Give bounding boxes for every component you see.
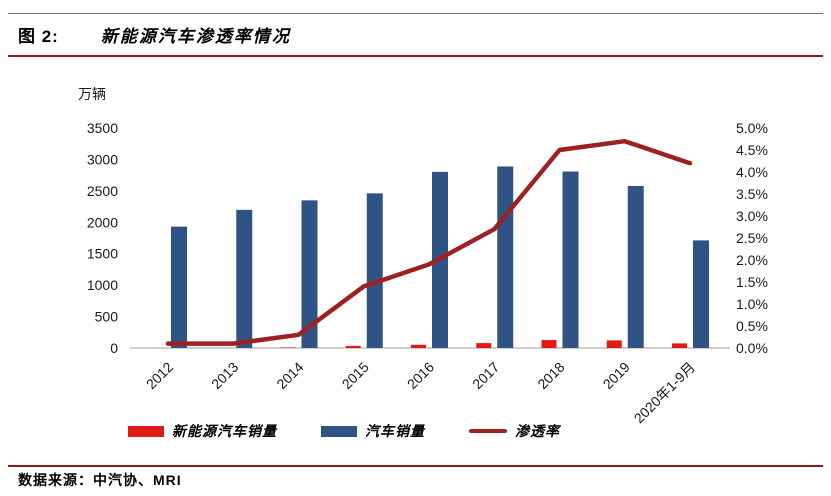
x-axis-tick: 2016 [404,359,437,392]
bar [693,240,709,348]
y-left-tick: 3000 [87,151,118,167]
y-right-tick: 2.0% [736,252,768,268]
y-right-tick: 5.0% [736,120,768,136]
y-right-tick: 4.5% [736,142,768,158]
x-axis-tick: 2018 [534,359,567,392]
legend-item-nev-sales: 新能源汽车销量 [128,421,277,441]
x-axis-tick: 2014 [273,359,306,392]
legend-label: 汽车销量 [365,425,425,440]
y-right-tick: 1.5% [736,274,768,290]
x-axis-tick: 2015 [339,359,372,392]
y-axis-unit-label: 万辆 [78,86,106,102]
footer-rule [8,465,823,467]
nev-sales-bars [280,340,687,348]
x-axis-tick: 2019 [600,359,633,392]
bar [345,345,361,348]
y-left-tick: 1000 [87,277,118,293]
auto-sales-bars [171,166,709,348]
bar [672,343,687,348]
bar [541,340,557,348]
x-axis-tick: 2017 [469,359,502,392]
bar [411,344,426,348]
legend-label: 新能源汽车销量 [172,425,277,440]
bar [606,340,622,348]
nev-sales-swatch [128,425,164,437]
x-axis-tick: 2012 [143,359,176,392]
bar [301,200,318,348]
y-right-tick: 1.0% [736,296,768,312]
bar [366,193,383,348]
penetration-rate-line [165,138,693,346]
y-left-labels: 0 500 1000 1500 2000 2500 3000 3500 [87,120,118,356]
bar [497,166,514,348]
header-rule [8,55,823,57]
y-right-tick: 0.5% [736,318,768,334]
y-left-tick: 2000 [87,214,118,230]
figure-header: 图 2: 新能源汽车渗透率情况 [18,22,291,47]
x-axis-tick: 2020年1-9月 [631,359,698,426]
bar [476,343,492,348]
y-right-tick: 0.0% [736,340,768,356]
y-left-tick: 2500 [87,183,118,199]
y-right-tick: 2.5% [736,230,768,246]
bar [627,186,644,348]
y-left-tick: 0 [110,340,118,356]
chart-legend: 新能源汽车销量 汽车销量 渗透率 [128,421,560,441]
bar [236,209,253,348]
x-axis-tick: 2013 [208,359,241,392]
y-left-tick: 500 [95,309,119,325]
legend-item-auto-sales: 汽车销量 [321,421,425,441]
y-right-tick: 3.0% [736,208,768,224]
legend-item-penetration: 渗透率 [469,421,560,441]
data-source: 数据来源：中汽协、MRI [18,472,182,488]
y-left-tick: 1500 [87,246,118,262]
y-left-tick: 3500 [87,120,118,136]
bar [562,171,579,348]
auto-sales-swatch [321,425,357,437]
y-right-tick: 3.5% [736,186,768,202]
top-divider [8,13,823,14]
bar [171,226,187,348]
penetration-rate-swatch [469,429,507,433]
figure-title: 新能源汽车渗透率情况 [100,27,291,46]
y-right-labels: 0.0% 0.5% 1.0% 1.5% 2.0% 2.5% 3.0% 3.5% 4.0% 4.5%… [736,120,768,356]
figure-label: 图 2: [18,27,59,46]
legend-label: 渗透率 [515,425,560,440]
y-right-tick: 4.0% [736,164,768,180]
x-axis-labels: 2012 2013 2014 2015 2016 2017 2018 20192020年1-9… [143,359,698,427]
